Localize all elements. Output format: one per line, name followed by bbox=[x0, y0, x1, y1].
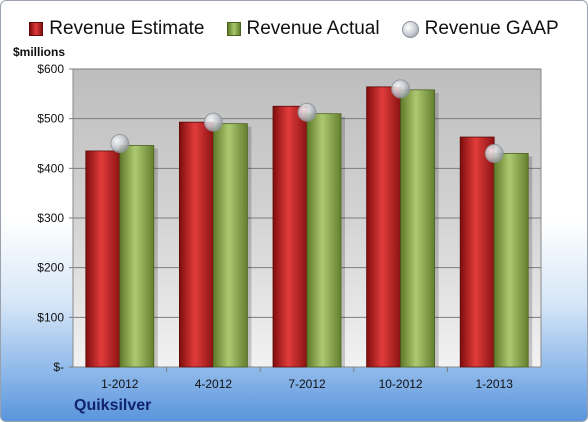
bar-revenue-actual bbox=[493, 153, 529, 368]
legend-swatch-estimate bbox=[29, 22, 44, 36]
legend-item-actual: Revenue Actual bbox=[226, 18, 380, 40]
marker-revenue-gaap bbox=[484, 143, 504, 163]
marker-revenue-gaap bbox=[391, 79, 411, 99]
y-tick-label: $100 bbox=[37, 310, 64, 324]
y-tick-label: $- bbox=[53, 360, 64, 374]
y-tick-label: $300 bbox=[37, 211, 64, 225]
marker-revenue-gaap bbox=[203, 112, 223, 132]
legend-swatch-actual bbox=[226, 22, 241, 36]
marker-revenue-gaap bbox=[110, 134, 130, 153]
y-tick-label: $400 bbox=[37, 161, 64, 175]
legend-swatch-gaap bbox=[401, 20, 419, 38]
bar-revenue-estimate bbox=[85, 150, 121, 368]
y-tick-label: $600 bbox=[37, 62, 64, 76]
x-axis-ticks: 1-2012 4-2012 7-2012 10-2012 1-2013 bbox=[101, 367, 513, 391]
y-axis-unit-label: $millions bbox=[13, 45, 66, 59]
bar-revenue-actual bbox=[306, 113, 342, 368]
x-tick-label: 1-2013 bbox=[476, 377, 514, 391]
bars bbox=[85, 86, 533, 368]
bar-revenue-estimate bbox=[178, 121, 214, 368]
bar-revenue-estimate bbox=[366, 86, 402, 368]
x-tick-label: 10-2012 bbox=[379, 377, 423, 391]
company-name: Quiksilver bbox=[74, 397, 152, 414]
x-tick-label: 7-2012 bbox=[288, 377, 326, 391]
x-tick-label: 1-2012 bbox=[101, 377, 139, 391]
bar-revenue-actual bbox=[212, 123, 248, 368]
chart-legend: Revenue Estimate Revenue Actual Revenue … bbox=[1, 15, 587, 43]
bar-revenue-estimate bbox=[272, 105, 308, 368]
bar-revenue-estimate bbox=[459, 136, 495, 368]
legend-item-estimate: Revenue Estimate bbox=[29, 18, 205, 40]
bar-revenue-actual bbox=[119, 145, 155, 368]
y-tick-label: $500 bbox=[37, 112, 64, 126]
legend-item-gaap: Revenue GAAP bbox=[401, 18, 559, 40]
gaap-markers bbox=[110, 79, 504, 163]
y-tick-label: $200 bbox=[37, 261, 64, 275]
legend-label-estimate: Revenue Estimate bbox=[49, 18, 205, 39]
legend-label-actual: Revenue Actual bbox=[246, 18, 380, 39]
marker-revenue-gaap bbox=[297, 102, 317, 122]
legend-label-gaap: Revenue GAAP bbox=[424, 18, 559, 39]
bar-revenue-actual bbox=[400, 89, 436, 368]
y-axis-ticks: $- $100 $200 $300 $400 $500 $600 bbox=[37, 62, 73, 374]
x-tick-label: 4-2012 bbox=[195, 377, 233, 391]
